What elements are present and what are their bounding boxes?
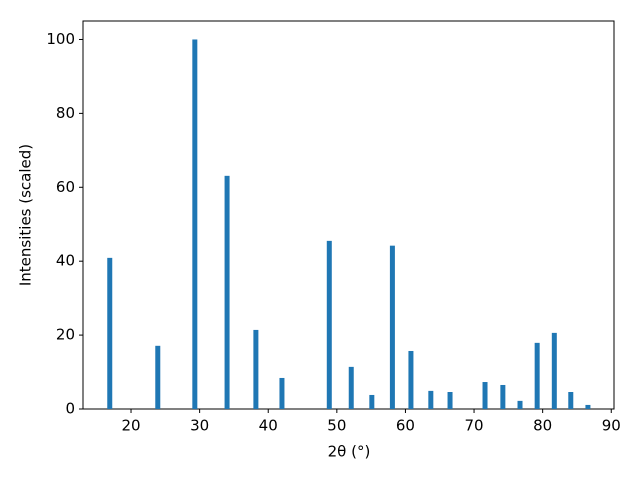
bar bbox=[568, 392, 574, 409]
x-tick-label: 90 bbox=[602, 417, 621, 435]
bar bbox=[517, 400, 523, 409]
bar bbox=[253, 329, 259, 409]
x-tick-label: 20 bbox=[121, 417, 140, 435]
bar bbox=[408, 350, 414, 409]
bar bbox=[447, 392, 453, 409]
bar bbox=[585, 404, 591, 409]
y-tick-label: 80 bbox=[56, 104, 75, 122]
bar bbox=[369, 394, 375, 409]
y-tick-label: 40 bbox=[56, 252, 75, 270]
x-tick-label: 80 bbox=[533, 417, 552, 435]
y-tick-label: 100 bbox=[46, 30, 75, 48]
bar bbox=[192, 39, 198, 409]
x-tick-label: 60 bbox=[396, 417, 415, 435]
bar bbox=[279, 377, 285, 409]
bar bbox=[348, 366, 354, 409]
bar bbox=[224, 175, 230, 409]
bar bbox=[389, 245, 395, 409]
bar bbox=[155, 345, 161, 409]
bar bbox=[428, 390, 434, 409]
plot-frame bbox=[82, 20, 615, 410]
x-tick-label: 50 bbox=[327, 417, 346, 435]
y-tick-label: 60 bbox=[56, 178, 75, 196]
x-tick-label: 30 bbox=[190, 417, 209, 435]
y-tick-label: 0 bbox=[65, 400, 75, 418]
bar bbox=[551, 332, 557, 409]
bar bbox=[534, 342, 540, 409]
x-axis-label: 2θ (°) bbox=[328, 443, 371, 461]
bar bbox=[500, 384, 506, 409]
bar bbox=[482, 382, 488, 409]
bar bbox=[107, 257, 113, 409]
y-axis-label: Intensities (scaled) bbox=[17, 144, 35, 286]
x-tick-label: 40 bbox=[259, 417, 278, 435]
bar bbox=[326, 240, 332, 409]
x-tick-label: 70 bbox=[464, 417, 483, 435]
y-tick-label: 20 bbox=[56, 326, 75, 344]
